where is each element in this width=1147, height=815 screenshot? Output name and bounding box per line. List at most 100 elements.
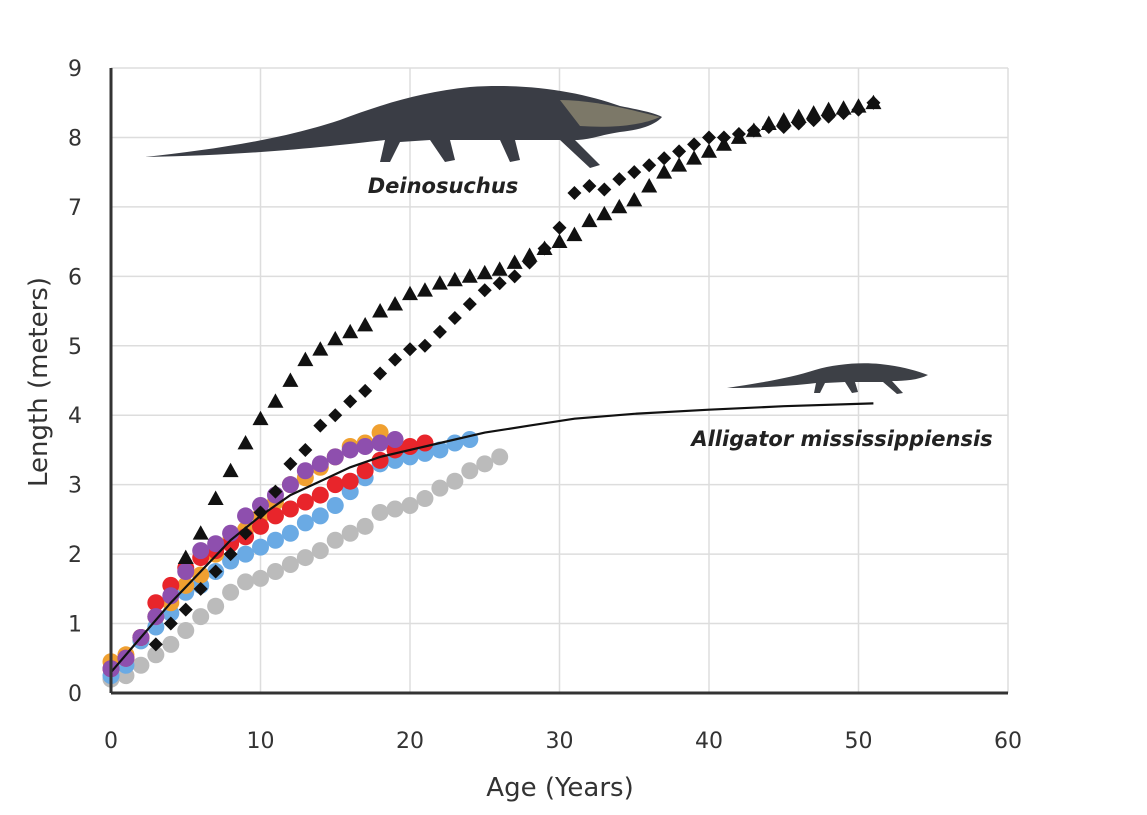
data-point-triangle (611, 198, 628, 214)
data-point-gray (296, 549, 314, 567)
data-point-gray (222, 583, 240, 601)
data-point-purple (371, 434, 389, 452)
y-tick-label: 7 (68, 196, 82, 221)
data-point-diamond (552, 220, 567, 235)
annotation-deinosuchus: Deinosuchus (368, 174, 519, 198)
data-point-diamond (746, 123, 761, 138)
data-point-diamond (537, 241, 552, 256)
data-point-diamond (851, 102, 866, 117)
data-point-blue (311, 507, 329, 525)
data-point-diamond (821, 109, 836, 124)
data-point-purple (177, 562, 195, 580)
data-point-purple (296, 462, 314, 480)
data-point-gray (237, 573, 255, 591)
y-tick-label: 4 (68, 404, 82, 429)
data-point-triangle (357, 316, 374, 332)
data-point-gray (461, 462, 479, 480)
data-point-diamond (373, 366, 388, 381)
data-point-red (356, 462, 374, 480)
y-tick-label: 9 (68, 57, 82, 82)
data-point-gray (401, 497, 419, 514)
data-point-blue (296, 514, 314, 532)
data-point-diamond (178, 602, 193, 617)
data-point-triangle (267, 393, 284, 408)
data-point-triangle (431, 275, 448, 290)
data-point-triangle (177, 549, 194, 564)
x-tick-label: 30 (546, 729, 574, 754)
data-point-gray (177, 622, 195, 639)
y-tick-label: 2 (68, 543, 82, 568)
data-point-gray (252, 569, 269, 587)
data-point-diamond (163, 616, 178, 631)
data-point-diamond (298, 442, 313, 457)
data-point-blue (237, 545, 255, 563)
data-point-gray (446, 472, 464, 490)
data-point-diamond (403, 342, 417, 357)
data-point-purple (356, 437, 374, 455)
data-point-blue (431, 441, 449, 459)
y-tick-label: 1 (68, 613, 82, 638)
data-point-purple (386, 431, 404, 449)
illustrations (145, 86, 928, 394)
alligator-silhouette (727, 363, 928, 394)
data-point-diamond (731, 126, 746, 141)
plot-area (102, 94, 882, 688)
data-point-diamond (432, 324, 447, 339)
data-point-diamond (492, 276, 507, 291)
data-point-diamond (642, 158, 657, 173)
x-tick-label: 40 (695, 729, 723, 754)
data-point-gray (491, 448, 509, 466)
data-point-red (296, 493, 314, 511)
data-point-diamond (253, 505, 268, 520)
data-point-triangle (207, 490, 224, 505)
data-point-triangle (686, 150, 703, 165)
y-tick-label: 5 (68, 335, 82, 360)
data-point-triangle (282, 372, 299, 387)
data-point-triangle (506, 254, 523, 269)
data-point-red (252, 517, 269, 535)
x-tick-label: 10 (247, 729, 275, 754)
data-point-red (326, 476, 344, 494)
data-point-blue (252, 538, 269, 556)
data-point-red (341, 472, 359, 490)
data-point-triangle (192, 525, 209, 540)
data-point-purple (326, 448, 344, 466)
data-point-blue (281, 524, 299, 542)
data-point-red (147, 594, 165, 612)
data-point-diamond (716, 130, 731, 145)
data-point-triangle (416, 282, 433, 297)
data-point-purple (311, 455, 329, 473)
data-point-diamond (193, 581, 208, 596)
data-point-triangle (387, 296, 404, 311)
data-point-diamond (672, 144, 687, 159)
data-point-triangle (342, 323, 359, 339)
data-point-gray (386, 500, 404, 518)
data-point-diamond (507, 269, 522, 284)
data-point-diamond (866, 95, 881, 110)
data-point-diamond (597, 182, 612, 197)
data-point-diamond (806, 113, 821, 128)
tick-labels: 0 10 20 30 40 50 60 0 1 2 3 4 5 6 7 8 9 (68, 57, 1022, 754)
annotation-alligator: Alligator mississippiensis (689, 427, 992, 451)
data-point-diamond (776, 120, 791, 135)
data-point-diamond (567, 186, 582, 200)
data-point-triangle (461, 268, 478, 283)
y-tick-label: 8 (68, 126, 82, 151)
data-point-red (311, 486, 329, 504)
x-tick-label: 60 (994, 729, 1022, 754)
data-point-gray (356, 517, 374, 535)
data-point-triangle (252, 410, 269, 426)
data-point-purple (341, 441, 359, 459)
data-point-triangle (237, 435, 254, 450)
data-point-diamond (582, 179, 597, 194)
data-point-purple (207, 535, 225, 553)
data-point-triangle (775, 112, 792, 127)
data-point-triangle (402, 285, 418, 301)
data-point-gray (431, 479, 449, 497)
data-point-purple (192, 542, 210, 560)
data-point-gray (281, 556, 299, 574)
data-point-purple (162, 587, 180, 605)
data-point-triangle (312, 341, 329, 356)
data-point-diamond (612, 172, 627, 187)
